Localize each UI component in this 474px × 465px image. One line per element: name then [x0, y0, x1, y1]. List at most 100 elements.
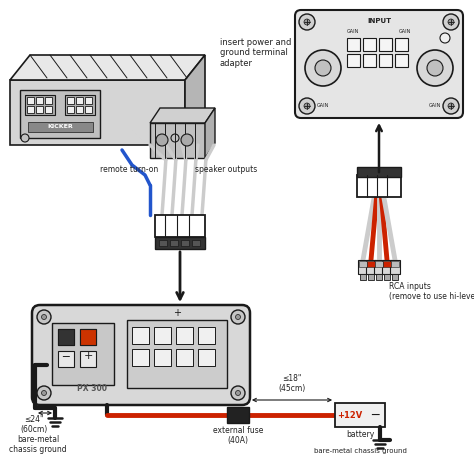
Bar: [395, 38, 408, 51]
Bar: [379, 54, 392, 67]
Bar: [25, 95, 55, 115]
Circle shape: [236, 314, 240, 319]
Circle shape: [304, 103, 310, 109]
Polygon shape: [10, 55, 205, 80]
Bar: [192, 240, 200, 246]
Circle shape: [37, 386, 51, 400]
Bar: [45, 97, 52, 104]
Bar: [383, 261, 391, 267]
Text: ≤24"
(60cm): ≤24" (60cm): [20, 415, 47, 434]
Bar: [58, 329, 74, 345]
Bar: [80, 329, 96, 345]
Bar: [379, 38, 392, 51]
Circle shape: [315, 60, 331, 76]
Circle shape: [42, 391, 46, 396]
Circle shape: [21, 134, 29, 142]
Circle shape: [448, 103, 454, 109]
Polygon shape: [205, 108, 215, 158]
Bar: [358, 260, 368, 274]
Bar: [360, 274, 366, 280]
FancyBboxPatch shape: [32, 305, 250, 405]
Bar: [357, 167, 401, 177]
Bar: [347, 54, 360, 67]
Text: ─: ─: [63, 351, 69, 361]
Circle shape: [305, 50, 341, 86]
Bar: [45, 106, 52, 113]
Bar: [176, 327, 193, 344]
Bar: [85, 106, 92, 113]
Circle shape: [443, 14, 459, 30]
Text: GAIN: GAIN: [347, 29, 359, 34]
Circle shape: [427, 60, 443, 76]
Bar: [28, 122, 93, 132]
Circle shape: [231, 310, 245, 324]
Bar: [154, 327, 171, 344]
Bar: [20, 90, 100, 138]
Text: battery: battery: [346, 430, 374, 439]
Bar: [359, 261, 367, 267]
Circle shape: [42, 314, 46, 319]
Bar: [27, 97, 34, 104]
Text: GAIN: GAIN: [399, 29, 411, 34]
Circle shape: [236, 391, 240, 396]
Circle shape: [443, 98, 459, 114]
Bar: [67, 106, 74, 113]
Bar: [198, 327, 215, 344]
Polygon shape: [150, 123, 205, 158]
Circle shape: [304, 19, 310, 25]
Text: +12V: +12V: [337, 411, 363, 419]
Bar: [27, 106, 34, 113]
Bar: [36, 106, 43, 113]
Text: RCA inputs
(remove to use hi-level input): RCA inputs (remove to use hi-level input…: [389, 282, 474, 301]
Circle shape: [181, 134, 193, 146]
Circle shape: [440, 33, 450, 43]
Bar: [154, 349, 171, 366]
Bar: [357, 175, 401, 197]
Text: INPUT: INPUT: [367, 18, 391, 24]
Bar: [384, 274, 390, 280]
Bar: [391, 261, 399, 267]
Bar: [170, 240, 178, 246]
Circle shape: [299, 98, 315, 114]
Circle shape: [417, 50, 453, 86]
Circle shape: [448, 19, 454, 25]
Circle shape: [171, 134, 179, 142]
Text: insert power and
ground terminal
adapter: insert power and ground terminal adapter: [220, 38, 292, 68]
Text: PX 300: PX 300: [77, 384, 107, 393]
Text: +: +: [83, 351, 93, 361]
Bar: [155, 215, 205, 237]
Text: speaker outputs: speaker outputs: [195, 165, 257, 174]
Polygon shape: [150, 108, 215, 123]
Bar: [363, 54, 376, 67]
Bar: [363, 38, 376, 51]
Bar: [132, 349, 149, 366]
Bar: [367, 261, 375, 267]
Bar: [382, 260, 392, 274]
Text: external fuse
(40A): external fuse (40A): [213, 426, 263, 445]
Text: GAIN: GAIN: [317, 103, 329, 108]
Bar: [159, 240, 167, 246]
Circle shape: [299, 14, 315, 30]
Bar: [181, 240, 189, 246]
Bar: [347, 38, 360, 51]
Polygon shape: [185, 55, 205, 145]
Bar: [36, 97, 43, 104]
Bar: [375, 261, 383, 267]
Bar: [76, 97, 83, 104]
Circle shape: [37, 310, 51, 324]
Text: ≤18"
(45cm): ≤18" (45cm): [278, 373, 306, 393]
Bar: [227, 407, 249, 423]
Bar: [366, 260, 376, 274]
Text: bare-metal chassis ground: bare-metal chassis ground: [314, 448, 406, 454]
Polygon shape: [10, 80, 185, 145]
Bar: [376, 274, 382, 280]
Bar: [335, 403, 385, 427]
Bar: [65, 95, 95, 115]
Text: GAIN: GAIN: [429, 103, 441, 108]
Bar: [132, 327, 149, 344]
Text: remote turn-on: remote turn-on: [100, 165, 158, 174]
Bar: [390, 260, 400, 274]
Bar: [155, 237, 205, 249]
Bar: [392, 274, 398, 280]
Bar: [176, 349, 193, 366]
